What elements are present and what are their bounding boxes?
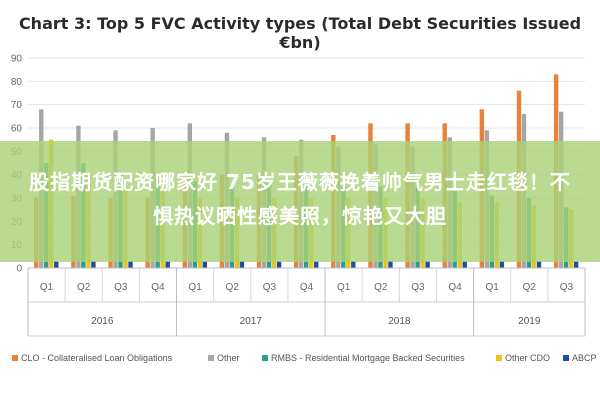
x-tick-label: Q1 — [337, 282, 351, 293]
x-tick-label: Q3 — [560, 282, 574, 293]
x-tick-label: Q4 — [151, 282, 165, 293]
legend-label: Other CDO — [505, 353, 550, 363]
bar — [536, 261, 542, 268]
x-tick-label: Q2 — [523, 282, 537, 293]
year-label: 2017 — [240, 316, 263, 327]
x-tick-label: Q3 — [411, 282, 425, 293]
year-label: 2018 — [388, 316, 411, 327]
bar — [462, 261, 467, 268]
bar — [91, 261, 96, 268]
y-tick-label: 80 — [11, 77, 23, 88]
bar — [239, 261, 245, 268]
bar — [128, 261, 133, 268]
y-tick-label: 70 — [11, 100, 23, 111]
year-label: 2019 — [518, 316, 541, 327]
y-tick-label: 90 — [11, 54, 23, 65]
bar — [276, 261, 282, 268]
legend-label: Other — [217, 353, 240, 363]
x-tick-label: Q1 — [485, 282, 499, 293]
legend-swatch — [208, 355, 214, 361]
legend-swatch — [563, 355, 569, 361]
x-tick-label: Q4 — [448, 282, 462, 293]
bar — [314, 261, 319, 268]
bar — [425, 261, 430, 268]
bar — [202, 261, 207, 268]
x-tick-label: Q2 — [77, 282, 91, 293]
overlay-text: 股指期货配资哪家好 75岁王薇薇挽着帅气男士走红毯！不惧热议晒性感美照，惊艳又大… — [29, 170, 571, 228]
legend-label: ABCP — [572, 353, 597, 363]
x-tick-label: Q2 — [226, 282, 240, 293]
overlay-banner: 股指期货配资哪家好 75岁王薇薇挽着帅气男士走红毯！不惧热议晒性感美照，惊艳又大… — [0, 141, 600, 262]
y-tick-label: 60 — [11, 124, 23, 135]
legend-label: CLO - Collateralised Loan Obligations — [21, 353, 173, 363]
year-label: 2016 — [91, 316, 114, 327]
x-tick-label: Q2 — [374, 282, 388, 293]
bar — [54, 261, 59, 268]
x-tick-label: Q1 — [40, 282, 54, 293]
bar — [351, 261, 356, 268]
legend-swatch — [262, 355, 268, 361]
x-tick-label: Q1 — [188, 282, 202, 293]
bar — [499, 261, 505, 268]
bar — [165, 261, 170, 268]
y-tick-label: 0 — [16, 264, 22, 275]
x-tick-label: Q3 — [114, 282, 128, 293]
bar — [573, 261, 579, 268]
legend-label: RMBS - Residential Mortgage Backed Secur… — [271, 353, 465, 363]
x-tick-label: Q3 — [263, 282, 277, 293]
chart-title: Chart 3: Top 5 FVC Activity types (Total… — [18, 14, 582, 52]
legend-swatch — [12, 355, 18, 361]
x-tick-label: Q4 — [300, 282, 314, 293]
bar — [388, 261, 393, 268]
legend-swatch — [496, 355, 502, 361]
